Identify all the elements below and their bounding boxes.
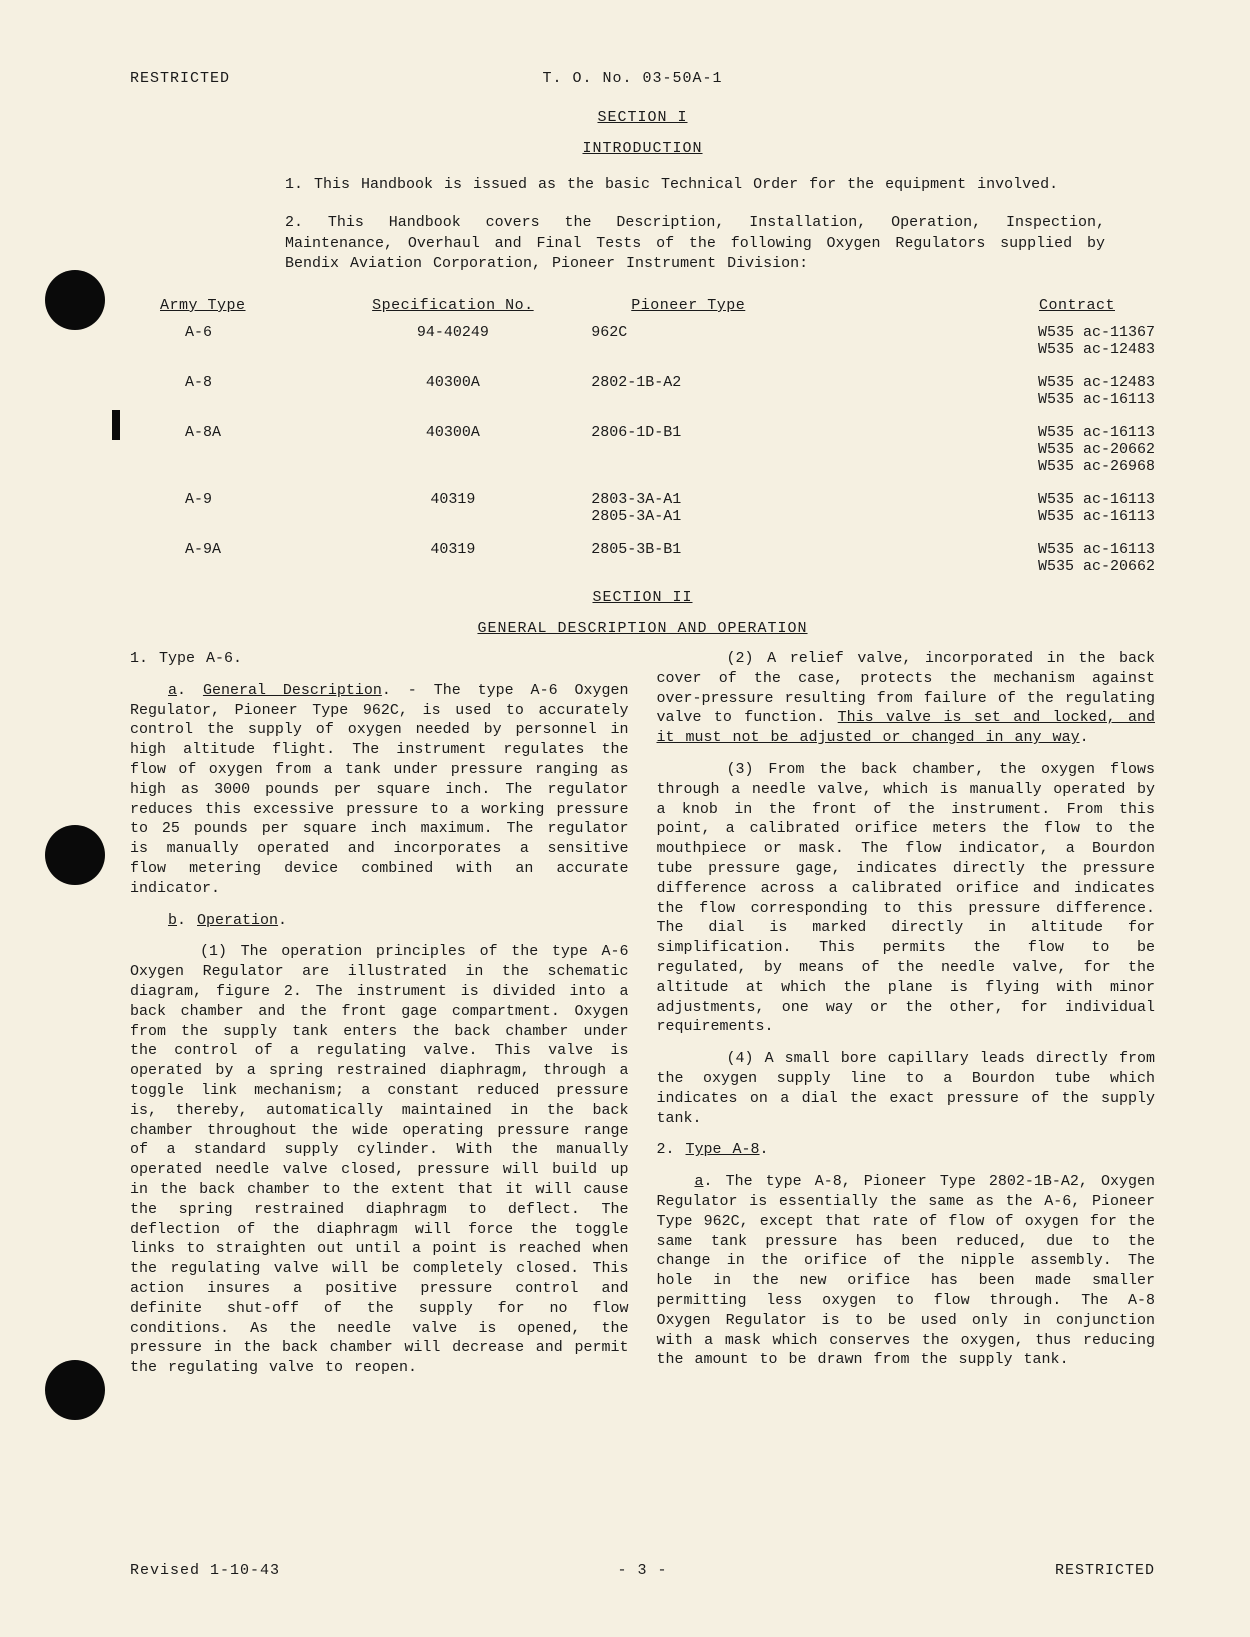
cell-spec: 40319	[315, 537, 592, 587]
section-2-subtitle: GENERAL DESCRIPTION AND OPERATION	[130, 620, 1155, 637]
cell-spec: 40300A	[315, 420, 592, 487]
cell-spec: 40319	[315, 487, 592, 537]
table-row: A-9403192803-3A-A1 2805-3A-A1W535 ac-161…	[130, 487, 1155, 537]
cell-pioneer: 2802-1B-A2	[591, 370, 878, 420]
classification-header: RESTRICTED	[130, 70, 230, 87]
footer-page-number: - 3 -	[130, 1562, 1155, 1579]
cell-contract: W535 ac-11367 W535 ac-12483	[878, 320, 1155, 370]
body-columns: 1. Type A-6. a. General Description. - T…	[130, 649, 1155, 1390]
table-header-row: Army Type Specification No. Pioneer Type…	[130, 296, 1155, 320]
intro-para-2: 2. This Handbook covers the Description,…	[285, 213, 1105, 274]
label-b: b	[168, 912, 177, 929]
table-row: A-9A403192805-3B-B1W535 ac-16113 W535 ac…	[130, 537, 1155, 587]
left-column: 1. Type A-6. a. General Description. - T…	[130, 649, 629, 1390]
doc-number: T. O. No. 03-50A-1	[230, 70, 1035, 87]
para-a6-op-3: (3) From the back chamber, the oxygen fl…	[657, 760, 1156, 1037]
table-row: A-694-40249962CW535 ac-11367 W535 ac-124…	[130, 320, 1155, 370]
label-a8-a: a	[695, 1173, 704, 1190]
cell-army: A-8A	[130, 420, 315, 487]
section-1-subtitle: INTRODUCTION	[130, 140, 1155, 157]
cell-army: A-6	[130, 320, 315, 370]
page-footer: Revised 1-10-43 - 3 - RESTRICTED	[130, 1562, 1155, 1579]
cell-spec: 40300A	[315, 370, 592, 420]
cell-spec: 94-40249	[315, 320, 592, 370]
th-spec: Specification No.	[315, 296, 592, 320]
th-army: Army Type	[130, 296, 315, 320]
cell-contract: W535 ac-12483 W535 ac-16113	[878, 370, 1155, 420]
para-a6-op-2: (2) A relief valve, incorporated in the …	[657, 649, 1156, 748]
cell-contract: W535 ac-16113 W535 ac-20662	[878, 537, 1155, 587]
page-header: RESTRICTED T. O. No. 03-50A-1	[130, 70, 1155, 87]
intro-para-1: 1. This Handbook is issued as the basic …	[285, 175, 1105, 195]
section-2-title: SECTION II	[130, 589, 1155, 606]
punch-hole	[45, 270, 105, 330]
cell-contract: W535 ac-16113 W535 ac-16113	[878, 487, 1155, 537]
cell-army: A-9A	[130, 537, 315, 587]
cell-pioneer: 2805-3B-B1	[591, 537, 878, 587]
cell-pioneer: 2806-1D-B1	[591, 420, 878, 487]
punch-hole	[45, 1360, 105, 1420]
th-pioneer: Pioneer Type	[591, 296, 878, 320]
para-a6-op-1: (1) The operation principles of the type…	[130, 942, 629, 1378]
cell-pioneer: 2803-3A-A1 2805-3A-A1	[591, 487, 878, 537]
cell-army: A-8	[130, 370, 315, 420]
margin-mark	[112, 410, 120, 440]
para-a6-op-4: (4) A small bore capillary leads directl…	[657, 1049, 1156, 1128]
label-general-description: General Description	[203, 682, 382, 699]
regulator-table: Army Type Specification No. Pioneer Type…	[130, 296, 1155, 587]
para-a6-general: a. General Description. - The type A-6 O…	[130, 681, 629, 899]
table-row: A-840300A2802-1B-A2W535 ac-12483 W535 ac…	[130, 370, 1155, 420]
cell-army: A-9	[130, 487, 315, 537]
cell-pioneer: 962C	[591, 320, 878, 370]
label-operation: Operation	[197, 912, 278, 929]
heading-a6-operation: b. Operation.	[130, 911, 629, 931]
heading-type-a6: 1. Type A-6.	[130, 649, 629, 669]
table-row: A-8A40300A2806-1D-B1W535 ac-16113 W535 a…	[130, 420, 1155, 487]
label-type-a8: Type A-8	[686, 1141, 760, 1158]
th-contract: Contract	[878, 296, 1155, 320]
heading-type-a8: 2. Type A-8.	[657, 1140, 1156, 1160]
right-column: (2) A relief valve, incorporated in the …	[657, 649, 1156, 1390]
label-a: a	[168, 682, 177, 699]
cell-contract: W535 ac-16113 W535 ac-20662 W535 ac-2696…	[878, 420, 1155, 487]
text-a6-general: . - The type A-6 Oxygen Regulator, Pione…	[130, 682, 629, 897]
text-a8-a: . The type A-8, Pioneer Type 2802-1B-A2,…	[657, 1173, 1156, 1368]
punch-hole	[45, 825, 105, 885]
section-1-title: SECTION I	[130, 109, 1155, 126]
para-a8-a: a. The type A-8, Pioneer Type 2802-1B-A2…	[657, 1172, 1156, 1370]
